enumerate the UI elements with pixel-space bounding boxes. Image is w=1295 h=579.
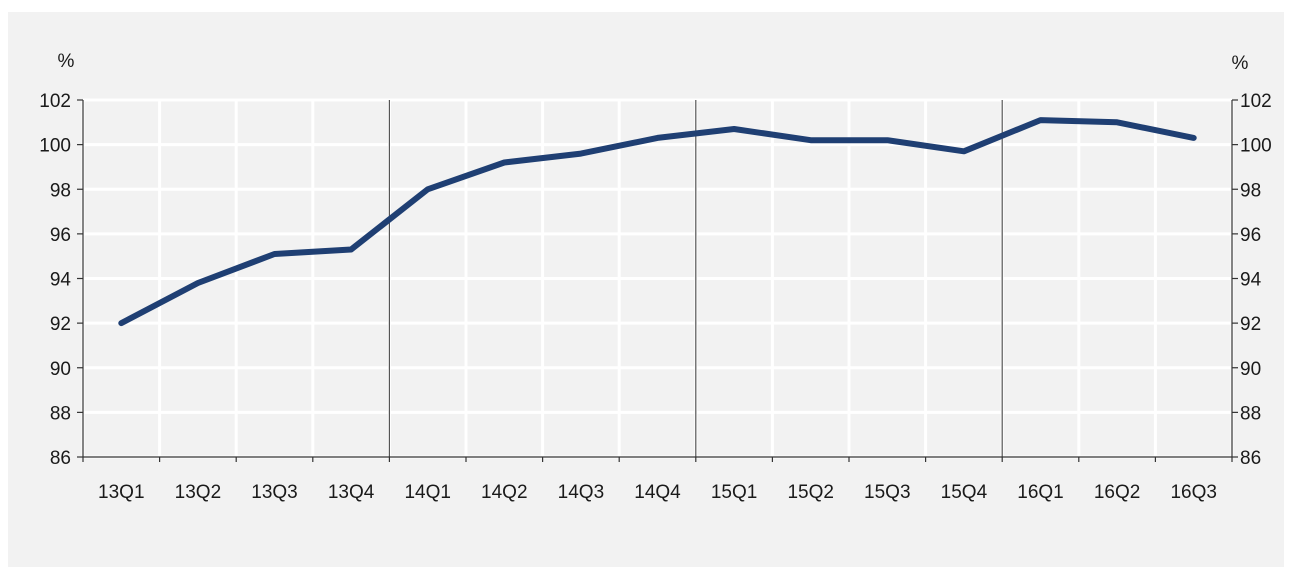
y-tick-label-left: 98	[50, 180, 71, 201]
y-tick-label-left: 94	[50, 270, 72, 291]
x-tick-label: 14Q4	[634, 482, 681, 503]
data-point	[425, 186, 431, 192]
data-point	[808, 137, 814, 143]
chart-panel	[8, 12, 1284, 567]
data-point	[272, 251, 277, 257]
left-axis-unit: %	[58, 51, 75, 72]
y-tick-label-right: 88	[1240, 403, 1261, 424]
x-tick-label: 14Q3	[558, 482, 604, 503]
data-point	[1038, 117, 1043, 123]
x-tick-label: 14Q1	[404, 482, 450, 503]
data-point	[655, 135, 660, 141]
y-tick-label-left: 86	[50, 448, 71, 469]
y-tick-label-right: 102	[1240, 91, 1272, 112]
data-point	[884, 137, 890, 143]
y-tick-label-right: 98	[1240, 180, 1261, 201]
y-tick-label-right: 86	[1240, 448, 1261, 469]
y-tick-label-right: 96	[1240, 225, 1261, 246]
x-tick-label: 13Q4	[328, 482, 375, 503]
x-tick-label: 16Q3	[1170, 482, 1216, 503]
data-point	[961, 148, 967, 154]
x-tick-label: 15Q4	[941, 482, 988, 503]
y-tick-label-left: 92	[50, 314, 71, 335]
x-tick-label: 14Q2	[481, 482, 527, 503]
y-tick-label-left: 102	[39, 91, 71, 112]
data-point	[195, 280, 201, 286]
x-tick-label: 13Q2	[175, 482, 221, 503]
y-tick-label-left: 90	[50, 359, 71, 380]
data-point	[578, 151, 584, 157]
x-tick-label: 15Q1	[711, 482, 757, 503]
series-layer	[118, 117, 1197, 327]
y-tick-label-left: 100	[39, 136, 71, 157]
data-point	[731, 126, 737, 132]
data-point	[348, 246, 354, 252]
gridlines	[81, 98, 1234, 459]
y-tick-label-right: 100	[1240, 136, 1272, 157]
x-tick-label: 13Q3	[251, 482, 297, 503]
series-line	[118, 117, 1197, 327]
data-point	[1191, 135, 1197, 141]
y-tick-label-right: 92	[1240, 314, 1261, 335]
x-tick-label: 16Q1	[1017, 482, 1063, 503]
x-tick-label: 13Q1	[98, 482, 144, 503]
axes	[77, 99, 1238, 462]
data-point	[501, 159, 507, 165]
data-point	[118, 320, 124, 326]
data-point	[1114, 119, 1120, 125]
y-tick-label-right: 90	[1240, 359, 1261, 380]
x-tick-label: 16Q2	[1094, 482, 1140, 503]
y-tick-label-left: 96	[50, 225, 71, 246]
x-tick-label: 15Q3	[864, 482, 910, 503]
y-tick-label-left: 88	[50, 403, 71, 424]
right-axis-unit: %	[1232, 53, 1249, 74]
tick-labels: 86 86 88 88 90 90 92 92 94 94 96 96 98 98 100 100 102 102…	[39, 91, 1271, 503]
y-tick-label-right: 94	[1240, 270, 1262, 291]
x-tick-label: 15Q2	[787, 482, 833, 503]
